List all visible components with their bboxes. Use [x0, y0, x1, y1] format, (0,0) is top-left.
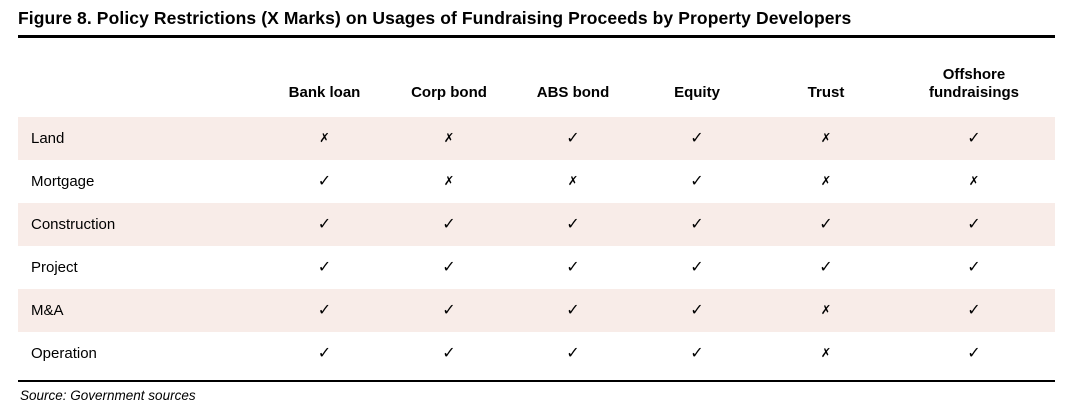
mark-cell: ✗: [319, 131, 330, 146]
bottom-rule: [18, 380, 1055, 382]
mark-cell: ✗: [820, 174, 832, 189]
column-header-trust: Trust: [759, 38, 893, 117]
column-header-offshore-fundraisings: Offshore fundraisings: [893, 38, 1055, 117]
mark-cell: ✓: [690, 258, 704, 276]
mark-cell: ✗: [820, 131, 832, 146]
table-row-land: Land ✗ ✗ ✓ ✓ ✗ ✓: [18, 117, 1055, 160]
mark-cell: ✓: [566, 215, 580, 233]
mark-cell: ✓: [819, 258, 833, 276]
column-header-equity: Equity: [635, 38, 759, 117]
table-row-mortgage: Mortgage ✓ ✗ ✗ ✓ ✗ ✗: [18, 160, 1055, 203]
mark-cell: ✓: [317, 172, 332, 190]
mark-cell: ✓: [442, 215, 456, 233]
mark-cell: ✓: [967, 344, 981, 362]
mark-cell: ✓: [690, 301, 704, 319]
corner-header: [18, 38, 262, 117]
table-row-project: Project ✓ ✓ ✓ ✓ ✓ ✓: [18, 246, 1055, 289]
row-label: Project: [31, 259, 78, 276]
mark-cell: ✗: [567, 174, 579, 189]
row-label: Mortgage: [31, 173, 95, 190]
mark-cell: ✓: [690, 129, 704, 147]
mark-cell: ✓: [967, 258, 981, 276]
mark-cell: ✗: [443, 174, 455, 189]
row-label: Land: [31, 130, 65, 147]
table-header-row: Bank loan Corp bond ABS bond Equity Trus…: [18, 38, 1055, 117]
mark-cell: ✗: [820, 303, 832, 318]
mark-cell: ✓: [442, 301, 456, 319]
table-row-construction: Construction ✓ ✓ ✓ ✓ ✓ ✓: [18, 203, 1055, 246]
row-label: Construction: [31, 216, 116, 233]
mark-cell: ✓: [690, 344, 704, 362]
mark-cell: ✓: [566, 301, 580, 319]
mark-cell: ✓: [317, 344, 332, 362]
mark-cell: ✓: [690, 172, 704, 190]
column-header-abs-bond: ABS bond: [511, 38, 635, 117]
table-row-operation: Operation ✓ ✓ ✓ ✓ ✗ ✓: [18, 332, 1055, 375]
column-header-bank-loan: Bank loan: [262, 38, 387, 117]
figure-container: Figure 8. Policy Restrictions (X Marks) …: [18, 0, 1055, 403]
mark-cell: ✗: [820, 346, 832, 361]
mark-cell: ✓: [442, 258, 456, 276]
policy-restrictions-table: Bank loan Corp bond ABS bond Equity Trus…: [18, 38, 1055, 375]
mark-cell: ✓: [317, 301, 332, 319]
mark-cell: ✗: [443, 131, 455, 146]
mark-cell: ✓: [442, 344, 456, 362]
column-header-corp-bond: Corp bond: [387, 38, 511, 117]
row-label: M&A: [31, 302, 64, 319]
row-label: Operation: [31, 345, 97, 362]
mark-cell: ✓: [317, 258, 332, 276]
title-rule: [18, 35, 1055, 38]
table-row-ma: M&A ✓ ✓ ✓ ✓ ✗ ✓: [18, 289, 1055, 332]
figure-title: Figure 8. Policy Restrictions (X Marks) …: [18, 8, 852, 28]
mark-cell: ✓: [819, 215, 833, 233]
source-note: Source: Government sources: [20, 388, 196, 403]
mark-cell: ✓: [967, 215, 981, 233]
mark-cell: ✗: [968, 174, 980, 189]
mark-cell: ✓: [566, 129, 580, 147]
mark-cell: ✓: [566, 344, 580, 362]
mark-cell: ✓: [566, 258, 580, 276]
mark-cell: ✓: [690, 215, 704, 233]
mark-cell: ✓: [967, 129, 981, 147]
mark-cell: ✓: [317, 215, 332, 233]
mark-cell: ✓: [967, 301, 981, 319]
